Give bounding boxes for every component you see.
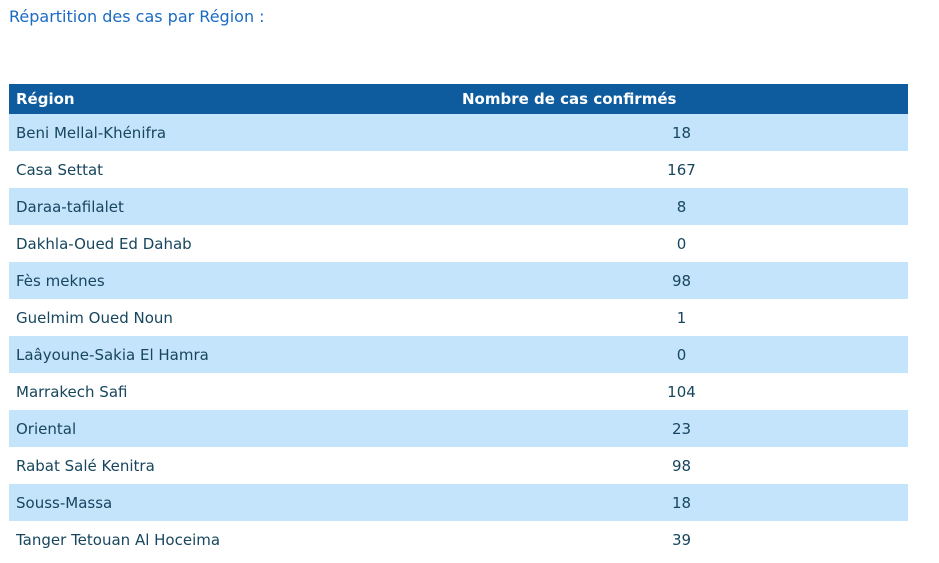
column-header-cases: Nombre de cas confirmés — [455, 84, 908, 114]
table-header: Région Nombre de cas confirmés — [9, 84, 908, 114]
table-body: Beni Mellal-Khénifra 18 Casa Settat 167 … — [9, 114, 908, 558]
table-row: Tanger Tetouan Al Hoceima 39 — [9, 521, 908, 558]
table-row: Fès meknes 98 — [9, 262, 908, 299]
table-header-row: Région Nombre de cas confirmés — [9, 84, 908, 114]
region-cell: Casa Settat — [16, 160, 104, 179]
table-row: Rabat Salé Kenitra 98 — [9, 447, 908, 484]
cases-cell: 0 — [676, 234, 687, 253]
region-cell: Beni Mellal-Khénifra — [16, 123, 167, 142]
cases-cell: 167 — [667, 160, 696, 179]
region-cell: Rabat Salé Kenitra — [16, 456, 155, 475]
cases-cell: 1 — [676, 308, 687, 327]
region-cell: Oriental — [16, 419, 77, 438]
region-cell: Guelmim Oued Noun — [16, 308, 173, 327]
table-row: Guelmim Oued Noun 1 — [9, 299, 908, 336]
table-row: Beni Mellal-Khénifra 18 — [9, 114, 908, 151]
table-row: Marrakech Safi 104 — [9, 373, 908, 410]
table-row: Oriental 23 — [9, 410, 908, 447]
region-cell: Laâyoune-Sakia El Hamra — [16, 345, 209, 364]
cases-cell: 98 — [671, 271, 692, 290]
cases-cell: 23 — [671, 419, 692, 438]
region-cell: Dakhla-Oued Ed Dahab — [16, 234, 192, 253]
page-title: Répartition des cas par Région : — [9, 7, 265, 26]
region-cell: Fès meknes — [16, 271, 105, 290]
cases-cell: 8 — [676, 197, 687, 216]
table-row: Casa Settat 167 — [9, 151, 908, 188]
table-row: Laâyoune-Sakia El Hamra 0 — [9, 336, 908, 373]
cases-cell: 104 — [667, 382, 696, 401]
region-cell: Souss-Massa — [16, 493, 113, 512]
cases-cell: 39 — [671, 530, 692, 549]
region-cell: Marrakech Safi — [16, 382, 128, 401]
cases-cell: 18 — [671, 493, 692, 512]
cases-cell: 18 — [671, 123, 692, 142]
cases-cell: 0 — [676, 345, 687, 364]
table-row: Daraa-tafilalet 8 — [9, 188, 908, 225]
column-header-region: Région — [9, 84, 455, 114]
region-cell: Tanger Tetouan Al Hoceima — [16, 530, 221, 549]
region-cell: Daraa-tafilalet — [16, 197, 124, 216]
cases-by-region-table: Région Nombre de cas confirmés Beni Mell… — [9, 84, 908, 558]
cases-cell: 98 — [671, 456, 692, 475]
table-row: Souss-Massa 18 — [9, 484, 908, 521]
table-row: Dakhla-Oued Ed Dahab 0 — [9, 225, 908, 262]
